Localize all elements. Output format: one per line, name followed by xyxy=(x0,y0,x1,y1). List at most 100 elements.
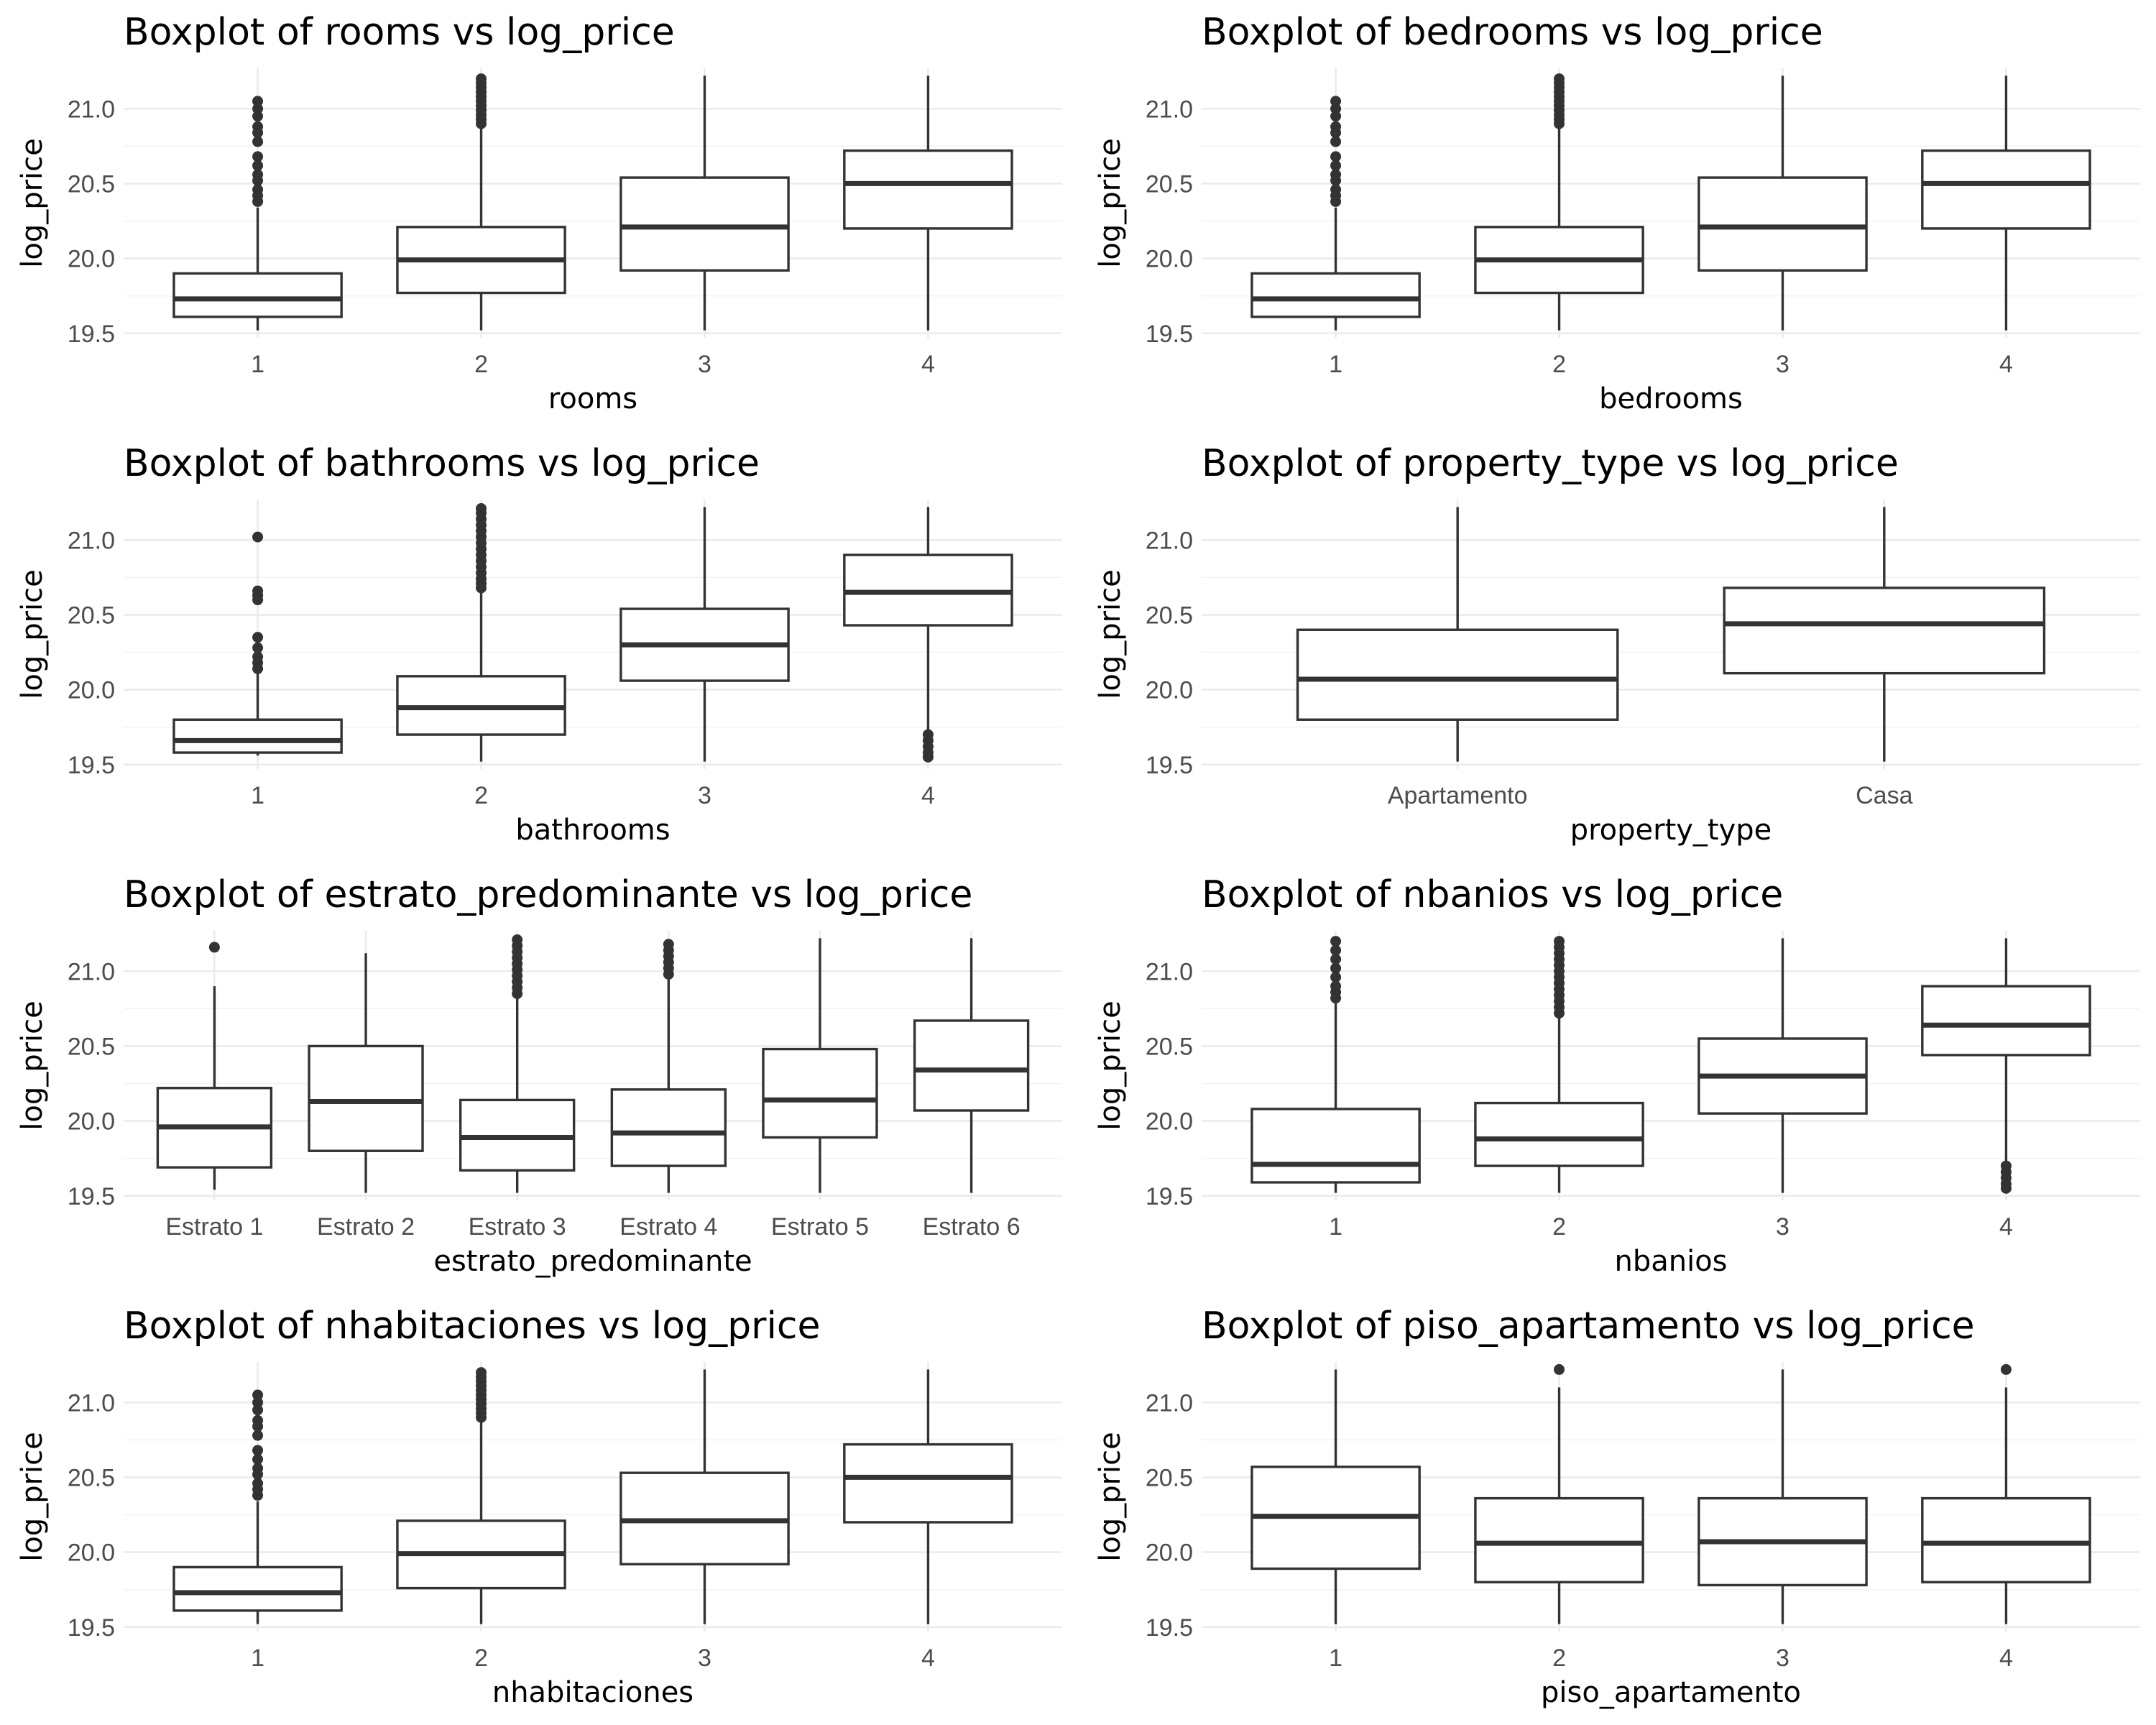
iqr-box xyxy=(1250,272,1421,318)
box-group xyxy=(1723,507,2046,762)
x-axis-label: nhabitaciones xyxy=(492,1676,694,1709)
y-tick-label: 19.5 xyxy=(1146,1614,1193,1642)
iqr-box xyxy=(172,1565,343,1612)
outlier-point xyxy=(1330,972,1342,983)
y-axis-label: log_price xyxy=(1094,569,1127,699)
box-group xyxy=(619,1369,790,1624)
y-axis-label: log_price xyxy=(1094,1432,1127,1562)
box-group xyxy=(396,1367,566,1624)
chart-title: Boxplot of piso_apartamento vs log_price xyxy=(1202,1305,1975,1348)
x-tick-label: 4 xyxy=(1999,1644,2013,1672)
outlier-point xyxy=(1330,936,1342,947)
y-tick-label: 19.5 xyxy=(1146,752,1193,779)
outlier-point xyxy=(252,642,264,653)
outlier-point xyxy=(252,1445,264,1456)
iqr-box xyxy=(172,272,343,318)
outlier-point xyxy=(252,1389,264,1401)
y-tick-label: 20.0 xyxy=(1146,246,1193,273)
iqr-box xyxy=(1250,1108,1421,1184)
y-tick-label: 20.5 xyxy=(68,1464,115,1491)
y-tick-label: 19.5 xyxy=(1146,321,1193,348)
x-tick-label: Estrato 3 xyxy=(469,1213,566,1241)
y-tick-label: 21.0 xyxy=(1146,96,1193,123)
outlier-point xyxy=(252,1404,264,1416)
box-group xyxy=(1250,936,1421,1193)
y-tick-label: 21.0 xyxy=(1146,1389,1193,1417)
outlier-point xyxy=(1330,954,1342,965)
iqr-box xyxy=(1474,1496,1644,1583)
outlier-point xyxy=(1554,1363,1565,1375)
x-tick-label: 1 xyxy=(251,351,264,378)
panel-property-type: Boxplot of property_type vs log_price 19.… xyxy=(1078,431,2156,862)
iqr-box xyxy=(1723,586,2046,675)
outlier-point xyxy=(252,169,264,180)
outlier-point xyxy=(252,1414,264,1426)
x-axis-label: estrato_predominante xyxy=(433,1245,752,1278)
y-tick-label: 20.5 xyxy=(68,170,115,198)
outlier-point xyxy=(476,1367,487,1379)
outlier-point xyxy=(1330,169,1342,180)
y-tick-label: 19.5 xyxy=(68,1183,115,1210)
boxplot-svg: Boxplot of property_type vs log_price 19.… xyxy=(1094,442,2140,847)
outlier-point xyxy=(1330,136,1342,147)
y-tick-label: 20.5 xyxy=(1146,602,1193,629)
outlier-point xyxy=(252,160,264,171)
iqr-box xyxy=(1697,176,1868,272)
outlier-point xyxy=(1330,160,1342,171)
box-group xyxy=(396,503,566,762)
iqr-box xyxy=(1921,149,2091,230)
x-tick-label: Apartamento xyxy=(1388,782,1528,809)
x-tick-label: 3 xyxy=(698,1644,711,1672)
iqr-box xyxy=(1474,1101,1644,1167)
outlier-point xyxy=(1330,184,1342,196)
y-axis-label: log_price xyxy=(1094,138,1127,268)
box-group xyxy=(308,953,424,1193)
box-group xyxy=(459,934,576,1193)
x-tick-label: Estrato 2 xyxy=(317,1213,415,1241)
iqr-box xyxy=(913,1019,1030,1112)
y-tick-label: 19.5 xyxy=(1146,1183,1193,1210)
outlier-point xyxy=(252,531,264,543)
outlier-point xyxy=(476,73,487,85)
x-tick-label: 4 xyxy=(921,351,935,378)
outlier-point xyxy=(512,934,523,945)
outlier-point xyxy=(1330,962,1342,974)
panel-rooms: Boxplot of rooms vs log_price 19.5 20.0 20.… xyxy=(0,0,1078,431)
chart-title: Boxplot of bedrooms vs log_price xyxy=(1202,11,1823,54)
outlier-point xyxy=(252,1478,264,1489)
boxplot-svg: Boxplot of nhabitaciones vs log_price 19.… xyxy=(16,1305,1062,1709)
x-tick-label: 2 xyxy=(474,782,488,809)
iqr-box xyxy=(1921,985,2091,1057)
outlier-point xyxy=(922,729,934,740)
iqr-box xyxy=(843,149,1013,230)
box-group xyxy=(762,938,878,1193)
y-axis-label: log_price xyxy=(16,1432,49,1562)
y-tick-label: 20.0 xyxy=(1146,677,1193,704)
box-group xyxy=(610,939,727,1193)
box-group xyxy=(843,507,1013,763)
box-group xyxy=(1474,936,1644,1193)
iqr-box xyxy=(1296,628,1619,721)
boxplot-svg: Boxplot of bathrooms vs log_price 19.5 20.… xyxy=(16,442,1062,847)
outlier-point xyxy=(252,1453,264,1465)
x-tick-label: 1 xyxy=(251,1644,264,1672)
x-axis-label: piso_apartamento xyxy=(1541,1676,1801,1709)
y-tick-label: 21.0 xyxy=(68,527,115,554)
panel-bathrooms: Boxplot of bathrooms vs log_price 19.5 20.… xyxy=(0,431,1078,862)
y-tick-label: 20.0 xyxy=(68,246,115,273)
x-axis-label: bedrooms xyxy=(1599,382,1743,415)
box-group xyxy=(172,1389,343,1624)
x-tick-label: 3 xyxy=(1776,1644,1789,1672)
box-group xyxy=(172,531,343,756)
outlier-point xyxy=(252,1463,264,1474)
outlier-point xyxy=(476,503,487,514)
y-tick-label: 20.0 xyxy=(1146,1108,1193,1136)
iqr-box xyxy=(172,718,343,754)
y-tick-label: 20.5 xyxy=(68,602,115,629)
y-tick-label: 21.0 xyxy=(1146,527,1193,554)
outlier-point xyxy=(252,96,264,107)
outlier-point xyxy=(252,1397,264,1408)
chart-title: Boxplot of estrato_predominante vs log_p… xyxy=(124,873,972,916)
outlier-point xyxy=(208,942,220,953)
y-tick-label: 20.0 xyxy=(1146,1540,1193,1567)
